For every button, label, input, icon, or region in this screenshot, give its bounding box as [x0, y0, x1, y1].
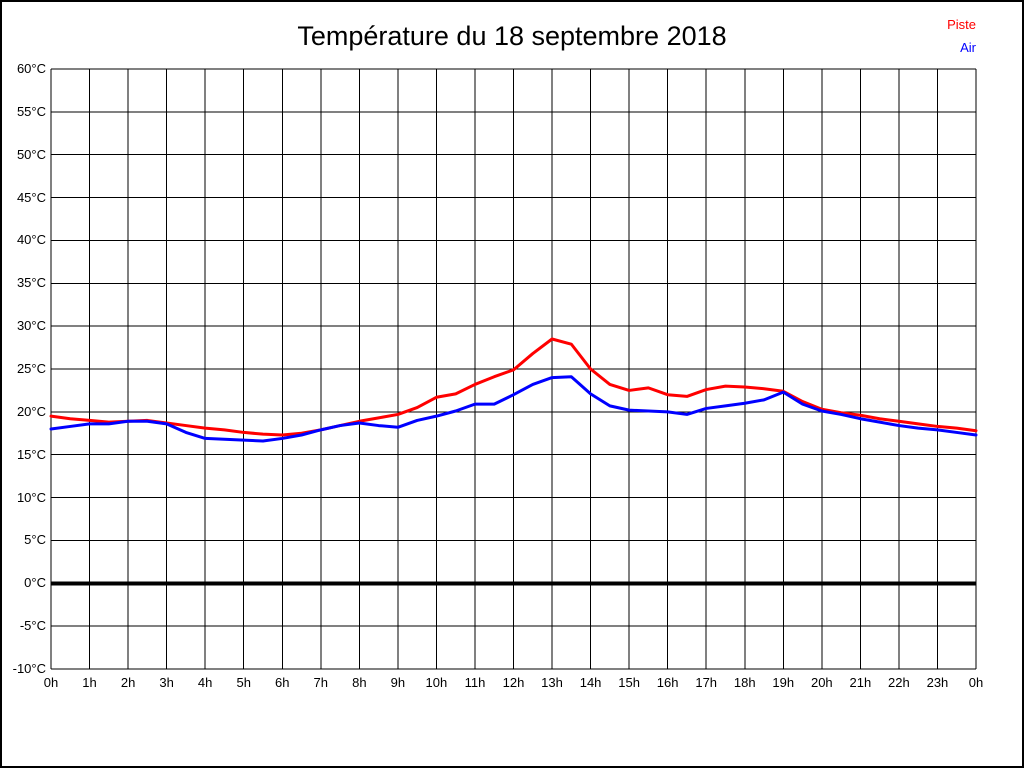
x-tick-label: 13h: [541, 675, 563, 690]
x-tick-label: 0h: [968, 675, 984, 690]
y-tick-label: 35°C: [16, 275, 46, 291]
y-tick-label: -10°C: [12, 661, 46, 676]
chart-title: Température du 18 septembre 2018: [297, 21, 727, 51]
x-tick-label: 19h: [772, 675, 795, 690]
x-tick-label: 3h: [159, 675, 174, 690]
x-tick-label: 15h: [618, 675, 640, 690]
y-tick-label: 45°C: [16, 189, 46, 205]
y-tick-label: 55°C: [16, 103, 46, 119]
x-tick-label: 10h: [425, 675, 448, 690]
x-tick-label: 17h: [695, 675, 718, 690]
x-tick-label: 7h: [313, 675, 329, 690]
x-tick-label: 23h: [926, 675, 949, 690]
x-tick-label: 8h: [352, 675, 367, 690]
legend: Piste Air: [947, 13, 976, 59]
x-tick-label: 1h: [82, 675, 97, 690]
y-tick-label: 10°C: [16, 489, 46, 505]
piste-line: [49, 337, 978, 437]
x-tick-label: 12h: [502, 675, 525, 690]
legend-item-air: Air: [960, 40, 976, 55]
y-tick-label: 15°C: [16, 446, 46, 462]
x-tick-label: 0h: [43, 675, 59, 690]
x-tick-label: 14h: [579, 675, 602, 690]
y-tick-label: 25°C: [16, 361, 46, 376]
y-tick-label: 60°C: [16, 61, 46, 76]
x-tick-label: 6h: [275, 675, 290, 690]
y-tick-label: -5°C: [19, 618, 46, 634]
plot-area: [49, 68, 978, 670]
y-tick-label: 5°C: [24, 532, 46, 548]
x-tick-label: 2h: [120, 675, 136, 690]
x-tick-label: 21h: [849, 675, 872, 690]
x-tick-label: 20h: [810, 675, 833, 690]
x-tick-label: 9h: [390, 675, 406, 690]
y-tick-label: 0°C: [24, 575, 46, 591]
x-tick-label: 5h: [236, 675, 251, 690]
y-tick-label: 20°C: [16, 403, 46, 419]
legend-item-piste: Piste: [947, 17, 976, 32]
y-tick-label: 50°C: [16, 146, 46, 162]
x-tick-label: 16h: [656, 675, 679, 690]
y-tick-label: 40°C: [16, 232, 46, 248]
y-tick-label: 30°C: [16, 318, 46, 334]
x-tick-label: 22h: [888, 675, 910, 690]
x-tick-label: 18h: [733, 675, 756, 690]
x-tick-label: 11h: [464, 675, 486, 690]
air-line: [49, 375, 978, 443]
x-tick-label: 4h: [197, 675, 213, 690]
